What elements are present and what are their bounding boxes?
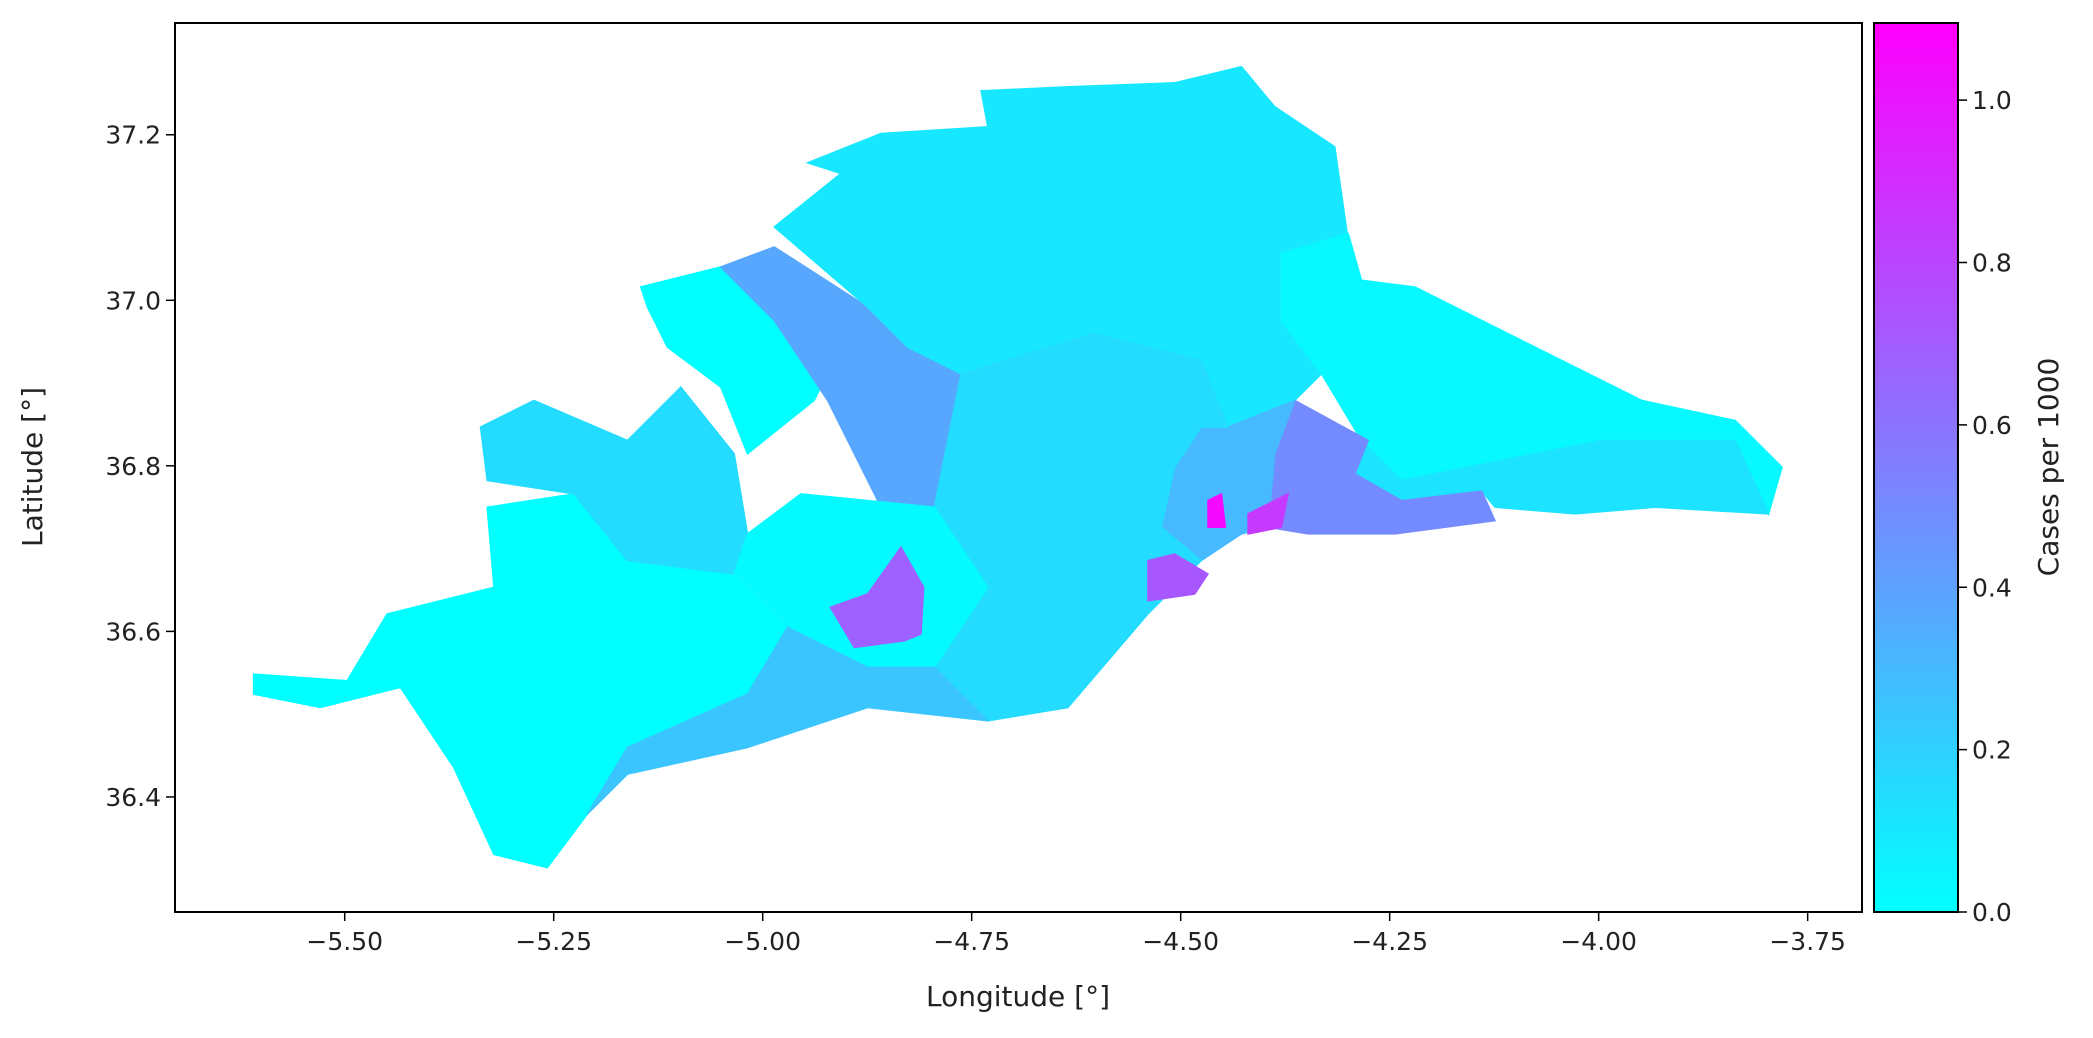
y-tick-label: 37.0 [105, 286, 161, 315]
x-tick-label: −3.75 [1769, 927, 1846, 956]
x-tick-label: −5.00 [724, 927, 801, 956]
colorbar-tick-label: 0.4 [1972, 573, 2012, 602]
y-axis-label: Latitude [°] [16, 387, 49, 547]
colorbar-tick-label: 0.0 [1972, 898, 2012, 927]
axes-frame [174, 22, 1863, 913]
colorbar-tick-label: 1.0 [1972, 86, 2012, 115]
colorbar-label: Cases per 1000 [2032, 358, 2065, 577]
x-tick-label: −4.00 [1560, 927, 1637, 956]
colorbar-tick-label: 0.6 [1972, 411, 2012, 440]
x-tick-label: −4.25 [1351, 927, 1428, 956]
map-regions [252, 65, 1783, 869]
x-tick-label: −4.75 [933, 927, 1010, 956]
region [1247, 492, 1290, 535]
y-tick-label: 36.6 [105, 617, 161, 646]
region [1147, 553, 1210, 602]
y-tick-label: 36.8 [105, 452, 161, 481]
x-tick-label: −5.25 [515, 927, 592, 956]
colorbar-tick-label: 0.2 [1972, 736, 2012, 765]
colorbar-tick-label: 0.8 [1972, 249, 2012, 278]
region [586, 626, 990, 815]
x-axis-label: Longitude [°] [926, 980, 1110, 1013]
x-tick-label: −4.50 [1142, 927, 1219, 956]
region [829, 545, 925, 649]
y-tick-label: 37.2 [105, 121, 161, 150]
y-tick-label: 36.4 [105, 783, 161, 812]
x-tick-label: −5.50 [306, 927, 383, 956]
region [1207, 492, 1227, 529]
colorbar [1873, 22, 1959, 913]
